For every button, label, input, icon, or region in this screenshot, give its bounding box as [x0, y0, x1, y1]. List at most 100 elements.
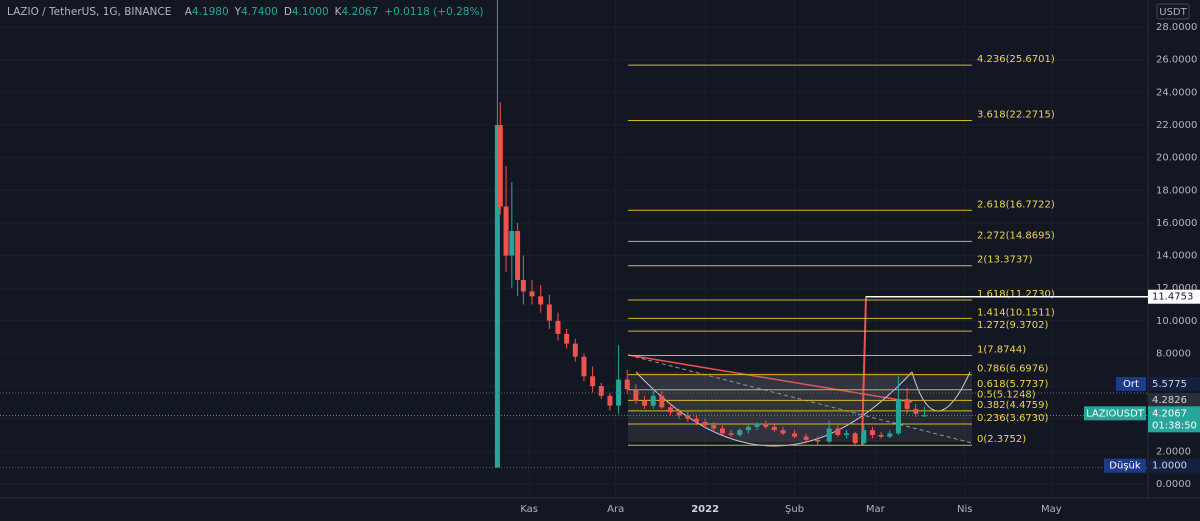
candle-body: [844, 433, 850, 436]
badge-title: Ort: [1123, 379, 1139, 390]
candle-body: [598, 386, 604, 396]
candle-body: [754, 423, 760, 427]
candle-body: [861, 430, 867, 444]
trend-line: [627, 354, 913, 403]
candle-body: [624, 379, 630, 390]
candle-body: [693, 418, 699, 422]
fib-label: 0.236(3.6730): [977, 413, 1049, 424]
fib-label: 3.618(22.2715): [977, 110, 1055, 121]
x-tick-label: Nis: [957, 504, 972, 515]
fib-label: 0(2.3752): [977, 434, 1026, 445]
candle-body: [503, 206, 509, 256]
badge-value: 4.2067: [1152, 408, 1187, 419]
y-tick-label: 12.0000: [1156, 283, 1197, 294]
y-tick-label: 24.0000: [1156, 87, 1197, 98]
fib-label: 0.786(6.6976): [977, 364, 1049, 375]
field-value: 4.1980: [192, 6, 229, 18]
badge: [1148, 406, 1200, 433]
candle-body: [564, 333, 570, 344]
y-tick-label: 20.0000: [1156, 153, 1197, 164]
candle-body: [878, 435, 884, 437]
candle-body: [803, 436, 809, 440]
badge-countdown: 01:38:50: [1152, 420, 1197, 431]
candle-body: [538, 296, 544, 305]
projection-line: [861, 295, 867, 446]
fib-label: 0.5(5.1248): [977, 389, 1036, 400]
field-label: A: [185, 6, 193, 18]
y-tick-label: 18.0000: [1156, 185, 1197, 196]
candle-body: [852, 433, 858, 444]
y-tick-label: 10.0000: [1156, 316, 1197, 327]
fib-label: 1.272(9.3702): [977, 320, 1049, 331]
change: +0.0118 (+0.28%): [384, 6, 483, 18]
candle-body: [581, 356, 587, 377]
y-tick-label: 14.0000: [1156, 251, 1197, 262]
candle-body: [590, 376, 596, 387]
candle-body: [913, 408, 919, 414]
cup-pattern: [635, 371, 913, 447]
symbol: LAZIO / TetherUS, 1G, BINANCE: [7, 6, 171, 18]
candle-body: [633, 389, 639, 401]
badge-title-box: [1116, 376, 1146, 391]
badge-title-box: [1104, 458, 1146, 473]
badge-title-box: [1084, 406, 1146, 421]
currency: USDT: [1159, 7, 1187, 18]
candle-body: [546, 304, 552, 321]
candle-body: [711, 425, 717, 429]
candle-body: [895, 399, 901, 434]
candle-body: [659, 395, 665, 408]
fib-label: 0.382(4.4759): [977, 400, 1049, 411]
candle-body: [494, 124, 500, 468]
candle-body: [887, 433, 893, 437]
x-tick-label: Ara: [607, 504, 624, 515]
trend-line: [627, 354, 973, 444]
candle-body: [555, 320, 561, 334]
field-label: K: [335, 6, 343, 18]
candle-body: [650, 395, 656, 406]
y-tick-label: 0.0000: [1156, 479, 1191, 490]
badge: [1148, 458, 1200, 473]
grid: [0, 0, 1148, 498]
fib-label: 1.414(10.1511): [977, 307, 1055, 318]
candle-body: [572, 343, 578, 357]
badge-title: Düşük: [1109, 461, 1141, 472]
badge: [1148, 289, 1200, 304]
badge-value: 5.5775: [1152, 379, 1187, 390]
field-label: D: [284, 6, 292, 18]
candle-body: [763, 423, 769, 427]
fib-label: 4.236(25.6701): [977, 54, 1055, 65]
candle-body: [771, 426, 777, 431]
fib-label: 1(7.8744): [977, 344, 1026, 355]
badge-value: 4.2826: [1152, 395, 1187, 406]
candle-body: [676, 412, 682, 416]
y-tick-label: 26.0000: [1156, 55, 1197, 66]
field-value: 4.7400: [241, 6, 278, 18]
candle-body: [737, 430, 743, 436]
fib-label: 2.618(16.7722): [977, 199, 1055, 210]
candle-body: [780, 430, 786, 434]
candle-body: [497, 124, 503, 207]
fib-label: 2(13.3737): [977, 255, 1033, 266]
badge: [1148, 376, 1200, 391]
candle-body: [869, 430, 875, 436]
candle-body: [509, 231, 515, 256]
candle-body: [685, 415, 691, 419]
candle-body: [904, 399, 910, 409]
y-tick-label: 2.0000: [1156, 446, 1191, 457]
candle-body: [792, 433, 798, 437]
candle-body: [515, 231, 521, 281]
candle-body: [728, 433, 734, 436]
badge-title: LAZIOUSDT: [1086, 408, 1145, 419]
candle-body: [642, 400, 648, 406]
candle-body: [745, 426, 751, 431]
candle-body: [835, 428, 841, 436]
x-tick-label: May: [1041, 504, 1062, 515]
badge: [1148, 393, 1200, 408]
candle-body: [815, 439, 821, 442]
x-tick-label: 2022: [691, 504, 719, 515]
candle-body: [668, 407, 674, 413]
range-box: [628, 374, 972, 442]
